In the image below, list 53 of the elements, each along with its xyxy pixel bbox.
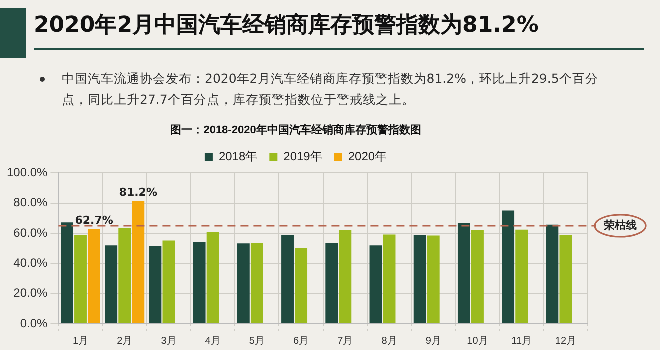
bar [326,243,338,324]
x-tick-label: 1月 [72,336,89,347]
y-tick-label: 0.0% [20,316,48,330]
bar [502,210,515,324]
y-tick-label: 80.0% [14,196,48,210]
data-label: 62.7% [75,214,114,227]
x-tick-label: 6月 [294,336,310,347]
x-tick-label: 7月 [338,336,354,347]
bar [149,246,162,324]
x-tick-label: 12月 [555,336,577,347]
bar [458,223,470,324]
x-tick-label: 4月 [205,336,221,347]
x-tick-label: 10月 [467,336,488,347]
bar [427,236,440,324]
legend-label: 2018年 [218,150,258,164]
x-tick-label: 11月 [512,336,532,347]
ref-line-label: 荣枯线 [603,218,637,232]
bar [472,230,484,324]
x-tick-label: 2月 [117,336,133,347]
y-tick-label: 20.0% [14,286,48,300]
bar [339,230,352,324]
bar [237,244,250,324]
x-tick-label: 3月 [161,336,177,347]
bar [516,230,528,324]
bar [370,246,382,324]
bar [162,240,176,324]
bar [132,202,145,324]
chart-title: 2020年2月中国汽车经销商库存预警指数为81.2% [34,12,539,40]
text: 图一：2018-2020年中国汽车经销商库存预警指数图 [170,124,422,137]
bar [88,229,100,324]
bar [414,235,426,324]
bar [105,246,118,324]
y-tick-label: 60.0% [14,226,48,240]
x-tick-label: 5月 [249,336,265,347]
chart-subtitle: 中国汽车流通协会发布：2020年2月汽车经销商库存预警指数为81.2%，环比上升29.5个百分点，同比上升27.7个百分点，库存预警指数位于警戒线之上。 [62,70,600,109]
x-tick-label: 9月 [426,336,442,347]
bar [118,228,132,324]
bar [560,235,572,324]
data-label: 81.2% [119,186,158,199]
bar [193,242,206,324]
bar [295,248,308,324]
bar [250,243,264,324]
bar [282,235,294,324]
legend-label: 2020年 [348,150,388,164]
y-tick-label: 40.0% [14,256,48,270]
bar [206,232,220,324]
bar [74,235,87,324]
bar [546,224,559,324]
bar [61,222,74,324]
bar [383,234,396,324]
y-tick-label: 100.0% [6,166,48,180]
legend-label: 2019年 [284,150,322,164]
x-tick-label: 8月 [382,336,398,347]
